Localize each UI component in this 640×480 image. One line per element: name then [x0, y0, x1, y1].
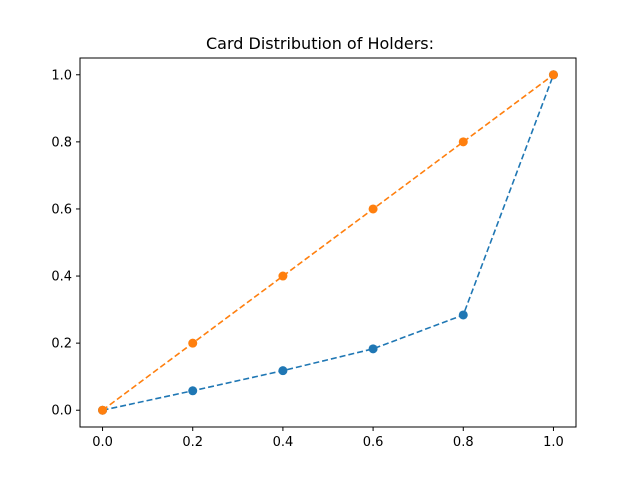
series-layer [98, 70, 558, 415]
series-2-point [368, 204, 378, 214]
series-2-point [98, 405, 108, 415]
y-tick-label: 0.4 [51, 270, 72, 285]
x-tick-label: 0.8 [453, 435, 474, 450]
chart-title: Card Distribution of Holders: [206, 34, 434, 53]
series-2-point [188, 338, 198, 348]
series-1-point [188, 386, 198, 396]
x-tick-label: 0.2 [182, 435, 203, 450]
series-1-point [458, 310, 468, 320]
x-tick-label: 0.0 [92, 435, 113, 450]
x-axis: 0.0 0.2 0.4 0.6 0.8 1.0 [92, 427, 564, 450]
series-1-line [102, 74, 555, 412]
x-tick-label: 1.0 [543, 435, 564, 450]
series-2-point [458, 137, 468, 147]
x-tick-label: 0.4 [273, 435, 294, 450]
y-axis: 0.0 0.2 0.4 0.6 0.8 1.0 [51, 68, 80, 419]
series-1-point [368, 344, 378, 354]
x-tick-label: 0.6 [363, 435, 384, 450]
y-tick-label: 0.6 [51, 202, 72, 217]
series-2-point [278, 271, 288, 281]
y-tick-label: 0.0 [51, 404, 72, 419]
series-1-point [278, 366, 288, 376]
y-tick-label: 0.8 [51, 135, 72, 150]
y-tick-label: 1.0 [51, 68, 72, 83]
series-2-line [102, 74, 554, 411]
plot-area-frame [79, 57, 577, 428]
y-tick-label: 0.2 [51, 337, 72, 352]
series-2-point [548, 70, 558, 80]
